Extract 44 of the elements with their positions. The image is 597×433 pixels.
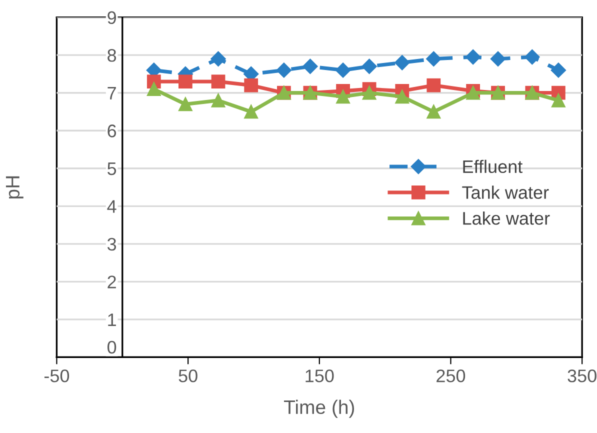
point <box>244 78 258 92</box>
x-tick-label: 250 <box>436 370 466 382</box>
point <box>426 78 441 92</box>
point <box>178 74 192 88</box>
point <box>244 104 258 119</box>
legend-label: Effluent <box>463 160 523 174</box>
y-tick-label: 7 <box>108 86 116 100</box>
y-tick-label: 6 <box>108 124 116 138</box>
legend-label: Tank water <box>462 186 549 199</box>
point <box>394 55 410 70</box>
point <box>302 58 318 74</box>
y-tick-label: 1 <box>108 314 116 326</box>
point <box>362 58 377 74</box>
y-tick-label: 8 <box>108 49 116 62</box>
y-tick-label: 3 <box>107 238 116 251</box>
point <box>276 62 292 78</box>
x-tick-label: 50 <box>178 370 198 382</box>
y-tick-label: 5 <box>108 162 116 176</box>
x-axis-title: Time (h) <box>284 400 354 418</box>
y-tick-label: 2 <box>108 276 116 288</box>
point <box>550 62 566 78</box>
point <box>178 97 192 112</box>
legend-label: Lake water <box>463 212 550 225</box>
point <box>211 93 226 108</box>
point <box>426 51 442 66</box>
x-tick-label: 350 <box>568 370 596 382</box>
point <box>211 74 226 88</box>
y-tick-label: 0 <box>107 340 116 354</box>
point <box>490 51 506 66</box>
point <box>335 62 351 78</box>
x-tick-label: 150 <box>306 370 334 382</box>
y-tick-label: 4 <box>107 200 116 213</box>
point <box>551 93 566 108</box>
x-tick-label: -50 <box>44 370 70 382</box>
point <box>426 104 441 119</box>
point <box>465 49 481 65</box>
point <box>524 49 540 65</box>
point <box>395 90 410 104</box>
y-axis-title: pH <box>6 176 24 198</box>
y-tick-label: 9 <box>108 11 116 24</box>
point <box>336 90 350 104</box>
point <box>146 82 161 96</box>
point <box>210 51 226 66</box>
point <box>362 86 376 100</box>
